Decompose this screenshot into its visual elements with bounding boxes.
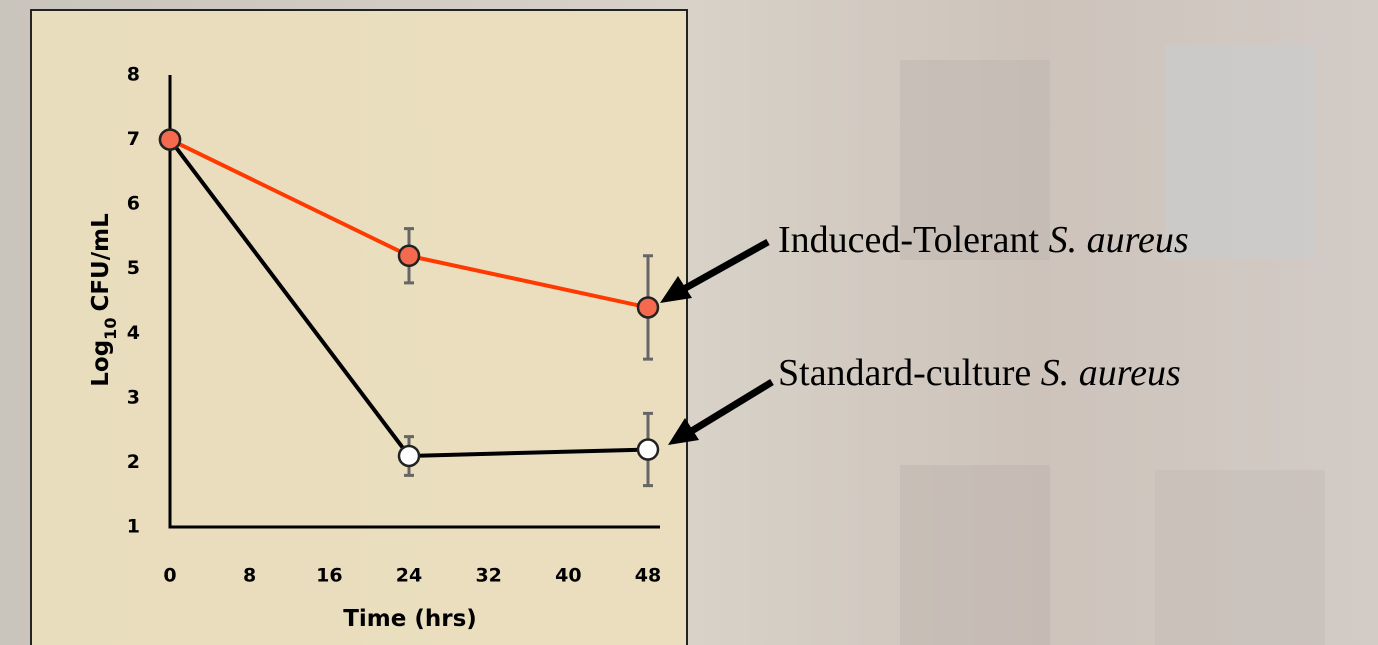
marker xyxy=(638,297,658,317)
annotation-text: Standard-culture xyxy=(778,352,1031,394)
x-tick-label: 48 xyxy=(635,565,661,587)
y-tick-label: 8 xyxy=(127,64,140,86)
x-axis-title: Time (hrs) xyxy=(343,606,477,632)
y-axis-title-base: Log xyxy=(88,340,114,387)
x-tick-label: 24 xyxy=(396,565,422,587)
window xyxy=(900,465,1050,645)
y-tick-label: 7 xyxy=(127,128,140,150)
x-tick-label: 16 xyxy=(316,565,342,587)
x-tick-label: 40 xyxy=(555,565,581,587)
y-tick-label: 1 xyxy=(127,516,140,538)
marker xyxy=(638,440,658,460)
annotation-italic: S. aureus xyxy=(1049,219,1189,261)
annotation: Standard-culture S. aureus xyxy=(778,352,1181,394)
x-tick-label: 0 xyxy=(163,565,176,587)
y-tick-label: 2 xyxy=(127,451,140,473)
x-tick-label: 8 xyxy=(243,565,256,587)
window xyxy=(1155,470,1325,645)
annotation-text: Induced-Tolerant xyxy=(778,219,1040,261)
marker xyxy=(160,130,180,150)
y-axis-title-rest: CFU/mL xyxy=(88,213,114,312)
annotation: Induced-Tolerant S. aureus xyxy=(778,219,1189,261)
y-tick-label: 6 xyxy=(127,193,140,215)
marker xyxy=(399,446,419,466)
annotation-italic: S. aureus xyxy=(1041,352,1181,394)
y-tick-label: 5 xyxy=(127,257,140,279)
y-tick-label: 3 xyxy=(127,386,140,408)
y-axis-title-subscript: 10 xyxy=(101,318,120,340)
marker xyxy=(399,246,419,266)
y-tick-label: 4 xyxy=(127,322,140,344)
slide: 1 2 3 4 5 6 7 8 0 8 16 24 32 40 48 Time (hrs) Log10 CFU… xyxy=(0,0,1378,645)
x-tick-label: 32 xyxy=(475,565,501,587)
